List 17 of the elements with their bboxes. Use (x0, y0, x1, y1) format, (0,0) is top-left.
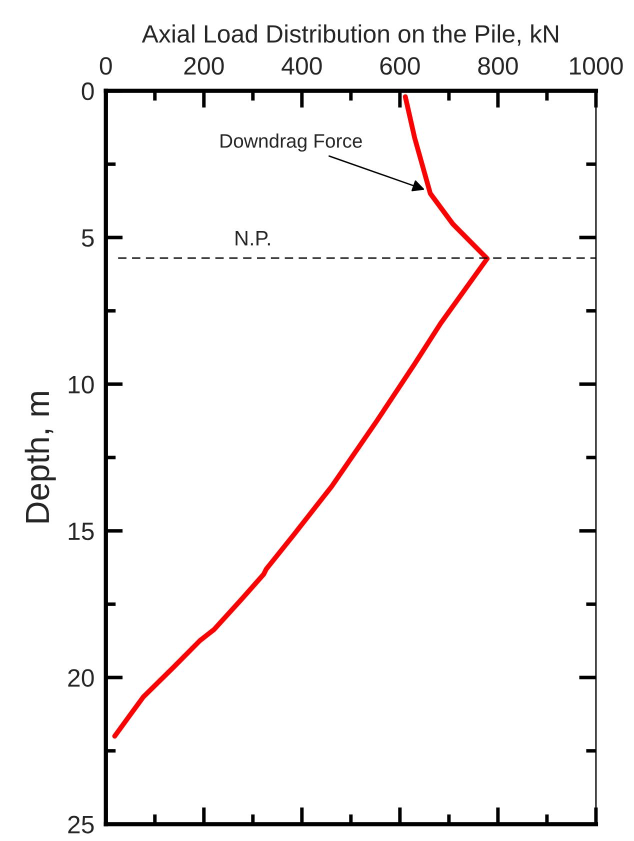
y-tick-label: 25 (68, 816, 94, 834)
x-tick-label: 600 (380, 57, 420, 75)
y-tick-label: 10 (68, 376, 94, 394)
y-axis-title: Depth, m (24, 392, 56, 522)
line-series (112, 94, 490, 739)
annotation: Downdrag Force (220, 134, 362, 152)
x-tick-label: 400 (282, 57, 322, 75)
x-tick-label: 800 (478, 57, 518, 75)
x-tick-label: 1000 (570, 57, 623, 75)
x-tick-label: 0 (100, 57, 112, 75)
x-tick-label: 200 (184, 57, 224, 75)
y-tick-label: 0 (82, 82, 94, 100)
y-tick-label: 5 (82, 229, 94, 247)
y-tick-label: 20 (68, 669, 94, 687)
x-axis-title: Axial Load Distribution on the Pile, kN (142, 24, 558, 46)
y-tick-label: 15 (68, 522, 94, 540)
ref-line-label: N.P. (236, 231, 270, 246)
